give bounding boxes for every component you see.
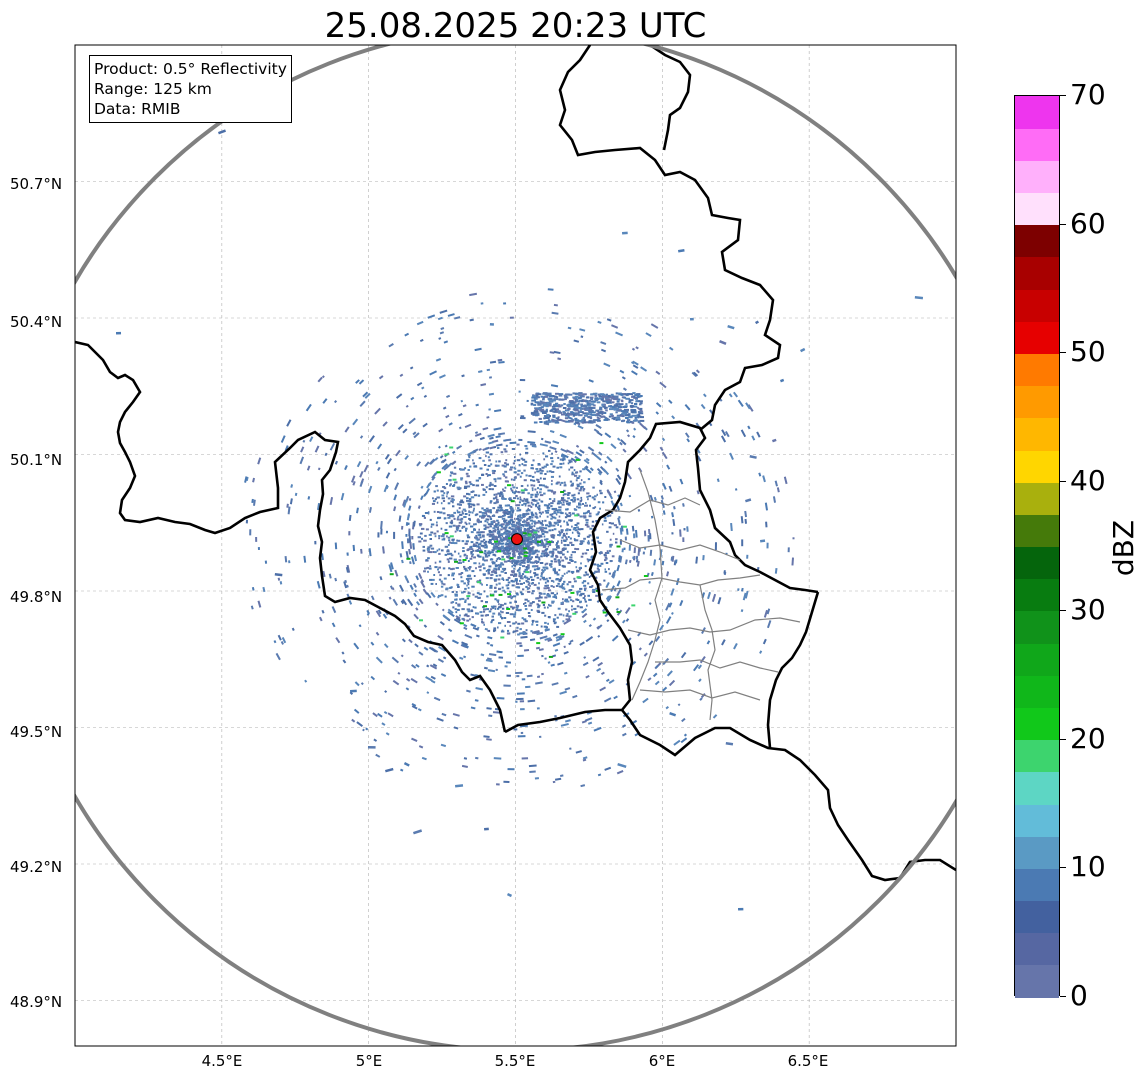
map-frame: [74, 44, 957, 1047]
colorbar-tick: [1060, 95, 1066, 96]
colorbar-tick: [1060, 867, 1066, 869]
colorbar-segment: [1015, 353, 1059, 387]
border-germany-north-top: [649, 45, 692, 151]
colorbar-segment: [1015, 739, 1059, 773]
lat-tick-label: 50.7°N: [10, 175, 63, 193]
colorbar-segment: [1015, 803, 1059, 837]
lat-tick-label: 49.5°N: [10, 723, 63, 741]
colorbar-tick-label: 0: [1070, 979, 1088, 1012]
colorbar-tick: [1060, 609, 1066, 611]
colorbar: [1014, 95, 1060, 998]
colorbar-tick-label: 30: [1070, 592, 1106, 626]
info-box: Product: 0.5° Reflectivity Range: 125 km…: [89, 55, 292, 123]
colorbar-segment: [1015, 707, 1059, 741]
colorbar-segment: [1015, 192, 1059, 226]
lat-tick-label: 48.9°N: [10, 993, 63, 1011]
colorbar-unit-label: dBZ: [1107, 519, 1140, 577]
colorbar-tick: [1060, 481, 1066, 483]
colorbar-segment: [1015, 289, 1059, 322]
colorbar-segment: [1015, 482, 1059, 515]
colorbar-tick-label: 60: [1070, 206, 1106, 240]
info-data-source: Data: RMIB: [94, 100, 181, 118]
colorbar-tick: [1060, 223, 1066, 225]
colorbar-segment: [1015, 96, 1059, 129]
lat-tick-label: 49.2°N: [10, 858, 63, 876]
colorbar-segment: [1015, 321, 1059, 355]
colorbar-segment: [1015, 675, 1059, 708]
colorbar-tick-label: 20: [1070, 721, 1106, 755]
lon-tick-label: 6.5°E: [787, 1052, 829, 1070]
colorbar-tick-label: 10: [1070, 850, 1106, 884]
lon-tick-label: 6°E: [648, 1052, 676, 1070]
colorbar-segment: [1015, 964, 1059, 998]
border-germany-luxembourg-east: [766, 591, 820, 749]
colorbar-segment: [1015, 385, 1059, 419]
lon-tick-label: 4.5°E: [201, 1052, 243, 1070]
border-france-luxembourg-south: [620, 709, 956, 882]
colorbar-segment: [1015, 578, 1059, 612]
colorbar-tick-label: 50: [1070, 335, 1106, 369]
colorbar-tick: [1060, 738, 1066, 740]
lat-tick-label: 50.1°N: [10, 451, 63, 469]
info-range: Range: 125 km: [94, 80, 212, 98]
radar-site-marker: [510, 533, 523, 546]
colorbar-segment: [1015, 610, 1059, 644]
chart-title: 25.08.2025 20:23 UTC: [324, 6, 707, 46]
lat-tick-label: 50.4°N: [10, 313, 63, 331]
colorbar-segment: [1015, 128, 1059, 161]
colorbar-segment: [1015, 417, 1059, 451]
colorbar-segment: [1015, 900, 1059, 934]
colorbar-tick: [1060, 352, 1066, 354]
lat-tick-label: 49.8°N: [10, 588, 63, 606]
border-belgium-france-west: [75, 340, 507, 733]
lon-tick-label: 5°E: [355, 1052, 383, 1070]
colorbar-tick-label: 40: [1070, 464, 1106, 498]
colorbar-segment: [1015, 256, 1059, 290]
colorbar-segment: [1015, 868, 1059, 902]
colorbar-segment: [1015, 643, 1059, 676]
border-belgium-luxembourg: [504, 420, 819, 734]
info-product: Product: 0.5° Reflectivity: [94, 60, 287, 78]
colorbar-segment: [1015, 771, 1059, 805]
radar-echoes: [116, 129, 924, 911]
colorbar-tick-label: 70: [1070, 78, 1106, 111]
colorbar-segment: [1015, 546, 1059, 580]
colorbar-tick: [1060, 996, 1066, 997]
border-germany-northeast: [558, 45, 782, 431]
colorbar-segment: [1015, 514, 1059, 548]
colorbar-segment: [1015, 224, 1059, 258]
luxembourg-district-lines: [601, 469, 801, 721]
colorbar-segment: [1015, 836, 1059, 869]
lon-tick-label: 5.5°E: [494, 1052, 536, 1070]
colorbar-segment: [1015, 160, 1059, 194]
colorbar-segment: [1015, 932, 1059, 966]
colorbar-segment: [1015, 449, 1059, 483]
